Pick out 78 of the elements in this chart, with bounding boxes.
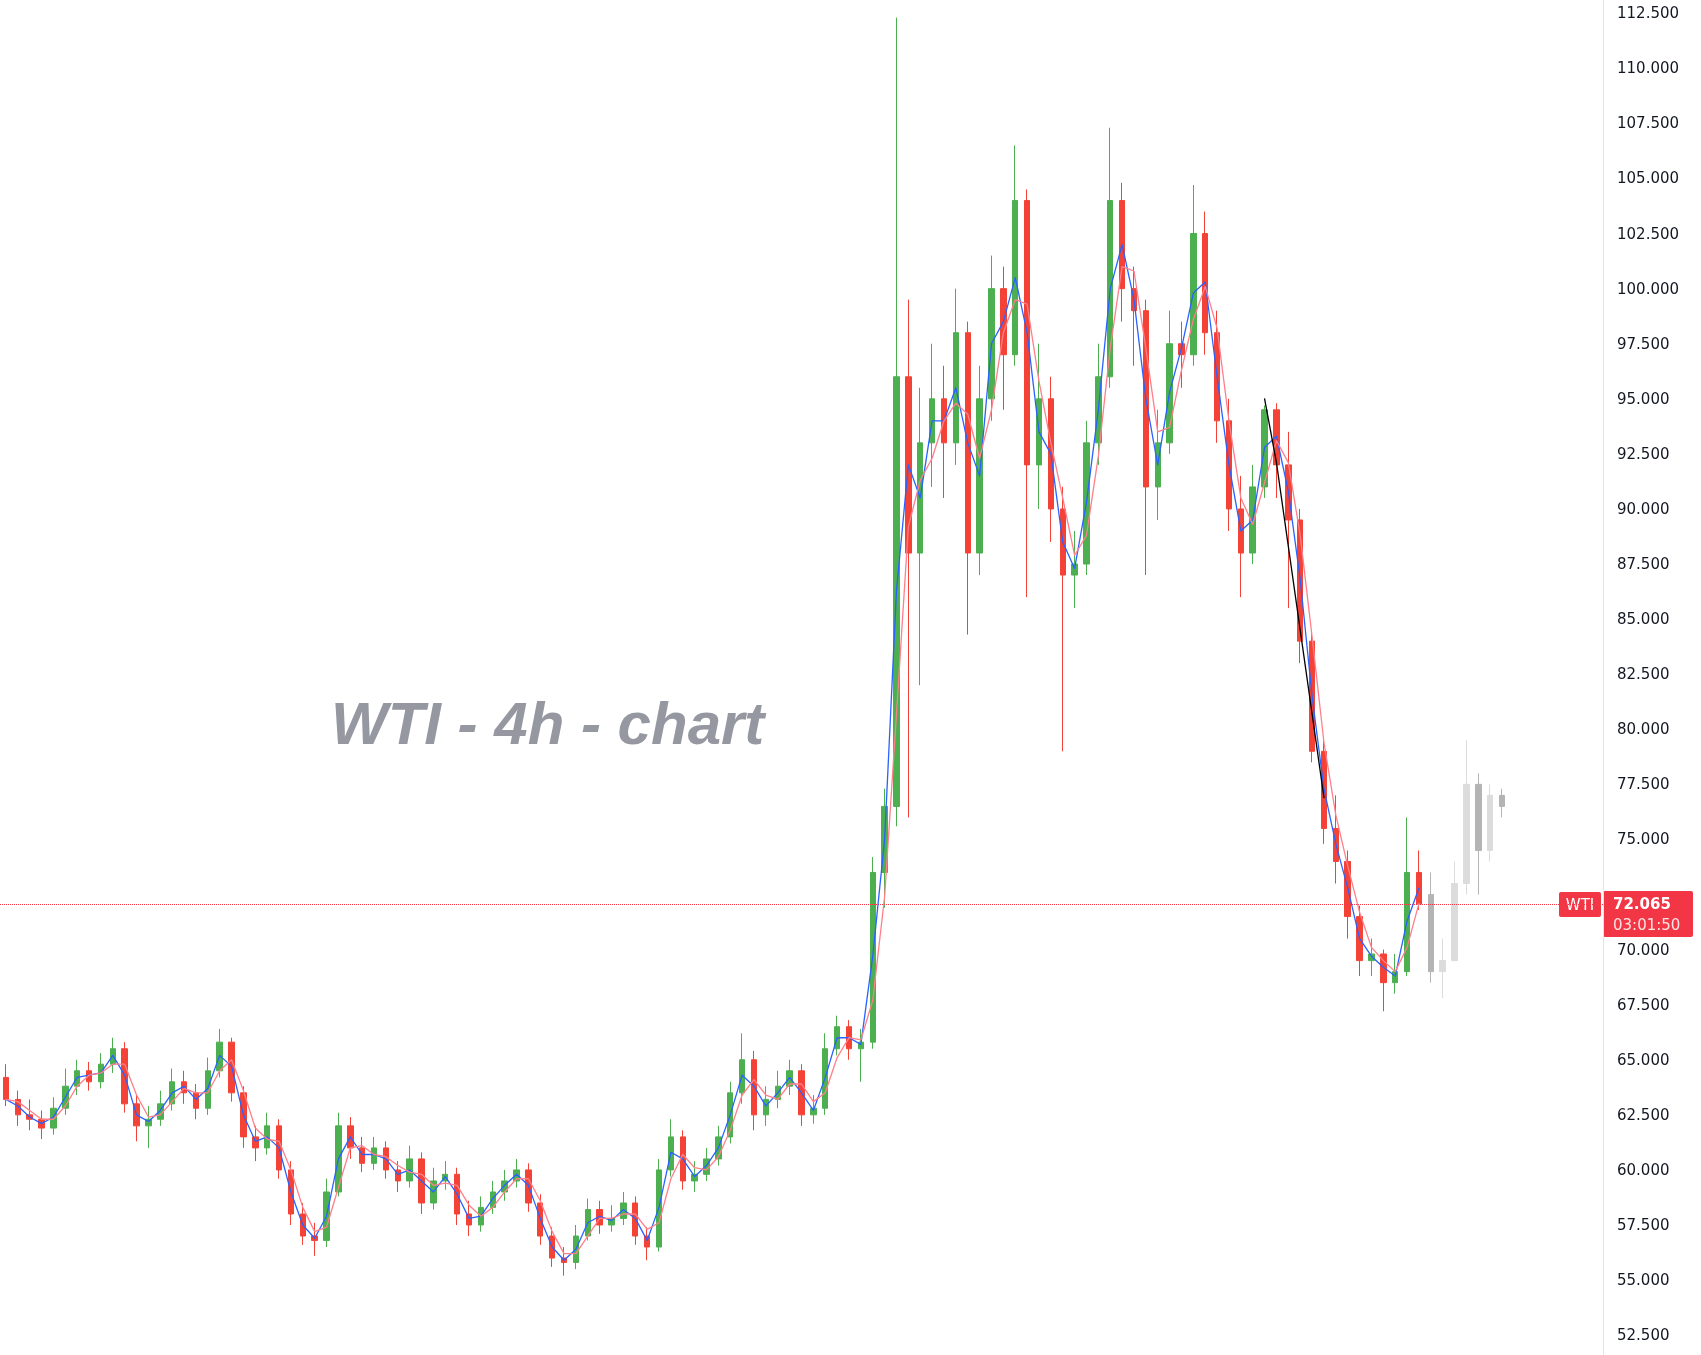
- candlestick: [1202, 211, 1208, 356]
- candlestick: [193, 1083, 199, 1120]
- candlestick: [406, 1145, 413, 1189]
- text: 03:01:50: [1613, 916, 1681, 935]
- y-tick-label: 77.500: [1617, 775, 1670, 794]
- y-tick-label: 95.000: [1617, 389, 1670, 408]
- candlestick: [1238, 475, 1244, 598]
- y-tick-label: 92.500: [1617, 444, 1670, 463]
- candlestick: [917, 387, 923, 686]
- candlestick: [1380, 949, 1387, 1012]
- candlestick: [893, 17, 900, 827]
- candlestick: [3, 1063, 9, 1107]
- candlestick: [359, 1136, 365, 1173]
- candlestick: [1024, 188, 1030, 598]
- y-tick-label: 112.500: [1617, 4, 1680, 23]
- candlestick: [822, 1032, 828, 1116]
- candlestick: [1166, 310, 1173, 455]
- candlestick: [953, 288, 959, 466]
- candlestick: [1119, 182, 1125, 323]
- y-tick-label: 75.000: [1617, 830, 1670, 849]
- candlestick: [1475, 772, 1482, 896]
- candlestick: [846, 1019, 852, 1061]
- candlestick: [798, 1063, 805, 1127]
- candlestick: [1060, 486, 1066, 752]
- candlestick: [668, 1118, 674, 1178]
- candlestick: [145, 1105, 152, 1149]
- y-tick-label: 55.000: [1617, 1271, 1670, 1290]
- candlestick: [1012, 144, 1018, 367]
- y-tick-label: 90.000: [1617, 499, 1670, 518]
- y-tick-label: 52.500: [1617, 1326, 1670, 1345]
- y-tick-label: 65.000: [1617, 1050, 1670, 1069]
- text: WTI - 4h - chart: [331, 689, 768, 757]
- candlestick: [1071, 530, 1078, 609]
- candlestick: [941, 365, 947, 499]
- candlestick: [680, 1129, 686, 1191]
- candlestick: [1463, 739, 1470, 896]
- candlestick: [988, 255, 995, 422]
- y-tick-label: 80.000: [1617, 720, 1670, 739]
- candlestick: [264, 1112, 270, 1155]
- y-tick-label: 102.500: [1617, 224, 1680, 243]
- candlestick: [976, 365, 983, 576]
- line-series: [1263, 398, 1325, 799]
- y-tick-label: 97.500: [1617, 334, 1670, 353]
- candlestick: [418, 1151, 425, 1215]
- y-tick-label: 60.000: [1617, 1160, 1670, 1179]
- y-tick-label: 70.000: [1617, 940, 1670, 959]
- candlestick: [1451, 860, 1458, 962]
- candlestick: [1428, 871, 1434, 984]
- candlestick: [905, 299, 912, 818]
- annotation: WTI: [1565, 895, 1595, 914]
- candlestick: [1499, 788, 1505, 818]
- y-tick-label: 100.000: [1617, 279, 1680, 298]
- y-tick-label: 87.500: [1617, 555, 1670, 574]
- candlestick: [1190, 184, 1197, 367]
- candlestick: [1143, 299, 1149, 576]
- candlestick: [1107, 127, 1113, 389]
- y-tick-label: 67.500: [1617, 995, 1670, 1014]
- candlestick: [335, 1112, 342, 1197]
- candlestick: [1487, 783, 1493, 862]
- y-tick-label: 107.500: [1617, 114, 1680, 133]
- candlestick: [834, 1015, 840, 1056]
- candlestick: [739, 1032, 745, 1105]
- candlestick: [751, 1050, 757, 1131]
- y-tick-label: 85.000: [1617, 610, 1670, 629]
- y-tick-label: 105.000: [1617, 169, 1680, 188]
- y-tick-label: 62.500: [1617, 1105, 1670, 1124]
- ref-line-label: 72.065: [1613, 895, 1671, 914]
- candlestick: [929, 343, 935, 488]
- candlestick: [1036, 343, 1042, 510]
- candlestick: [371, 1136, 377, 1171]
- candlestick: [965, 321, 971, 636]
- candlestick: [1404, 816, 1410, 977]
- y-tick-label: 57.500: [1617, 1216, 1670, 1235]
- y-tick-label: 82.500: [1617, 665, 1670, 684]
- y-tick-label: 110.000: [1617, 59, 1680, 78]
- candlestick: [858, 1028, 864, 1083]
- candlestick: [1439, 938, 1446, 999]
- candlestick: [1416, 849, 1422, 911]
